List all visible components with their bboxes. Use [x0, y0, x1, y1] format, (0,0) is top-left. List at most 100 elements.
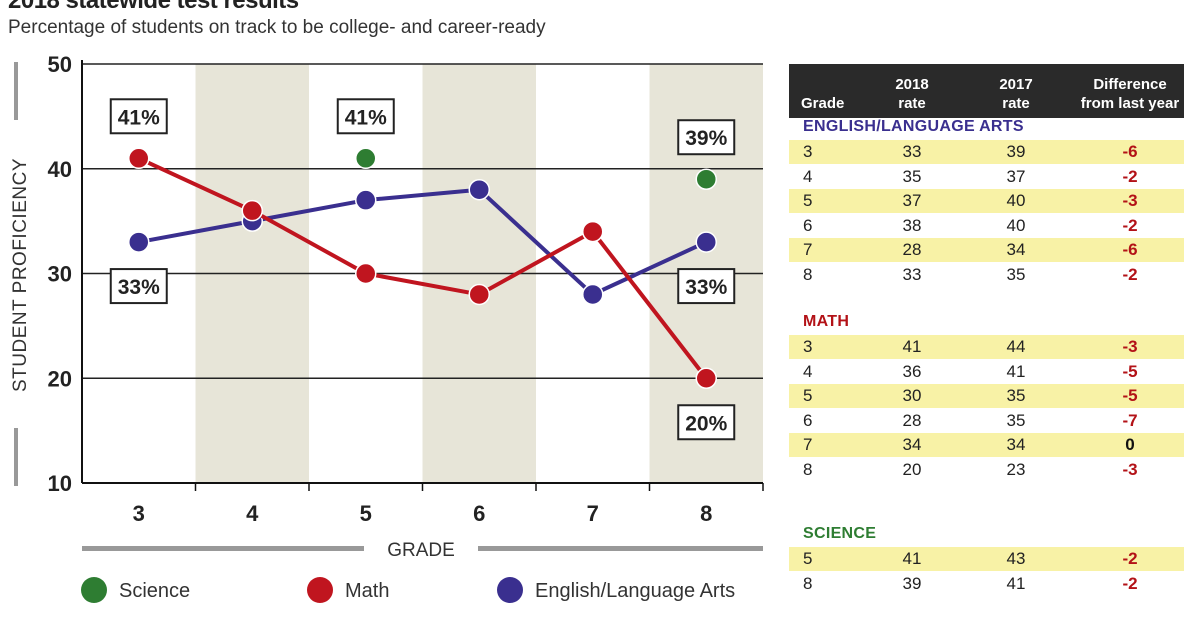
annotation-box: [336, 98, 395, 135]
y-label-bar-bottom: [14, 428, 18, 486]
cell-2018-rate: 33: [902, 264, 922, 284]
annotation-label: 20%: [685, 412, 727, 435]
cell-2017-rate: 40: [1006, 191, 1026, 210]
cell-grade: 5: [803, 549, 813, 568]
table-row: 3 41 44 -3: [789, 335, 1184, 359]
cell-2017-rate: 39: [1006, 142, 1026, 161]
annotation-5-2: 41%: [336, 98, 395, 135]
cell-2017-rate: 35: [1006, 264, 1026, 284]
annotation-label: 39%: [685, 127, 727, 150]
table-row: 5 41 43 -2: [789, 547, 1184, 571]
cell-grade: 3: [803, 337, 813, 356]
section-heading: ENGLISH/LANGUAGE ARTS: [803, 118, 1024, 135]
cell-grade: 8: [803, 264, 813, 284]
y-axis-label: STUDENT PROFICIENCY: [10, 158, 31, 392]
y-tick-label-10: 10: [48, 471, 72, 496]
annotation-box: [677, 404, 736, 441]
annotation-box: [677, 119, 736, 156]
x-tick-label-4: 4: [246, 501, 259, 526]
x-tick-label-7: 7: [587, 501, 599, 526]
cell-2018-rate: 28: [902, 240, 922, 259]
cell-difference: -6: [1122, 142, 1138, 161]
y-label-bar-top: [14, 62, 18, 120]
cell-difference: -2: [1122, 166, 1138, 186]
table-row: 7 34 34 0: [789, 433, 1184, 457]
legend-item-ela: English/Language Arts: [497, 577, 735, 603]
cell-difference: -2: [1122, 549, 1138, 568]
data-point-math-grade-3: [128, 147, 150, 170]
header-2018-rate: 2018 rate: [895, 76, 929, 112]
cell-grade: 8: [803, 459, 813, 479]
legend-item-math: Math: [307, 577, 389, 603]
section-heading: SCIENCE: [803, 525, 877, 542]
cell-grade: 3: [803, 142, 813, 161]
legend-marker-ela: [497, 577, 523, 603]
data-point-ela-grade-8: [695, 231, 717, 253]
cell-grade: 6: [803, 410, 813, 430]
section-heading: MATH: [803, 313, 850, 330]
data-point-ela-grade-6: [468, 178, 490, 201]
table-row: 7 28 34 -6: [789, 238, 1184, 262]
data-point-math-grade-8: [695, 367, 717, 389]
legend-label-science: Science: [119, 580, 190, 602]
table-row: 5 30 35 -5: [789, 384, 1184, 408]
x-tick-label-3: 3: [133, 501, 145, 526]
header-difference: Difference from last year: [1080, 76, 1180, 112]
annotation-3-1: 33%: [109, 268, 168, 305]
table-row: 3 33 39 -6: [789, 140, 1184, 164]
cell-2018-rate: 30: [902, 386, 922, 405]
cell-2018-rate: 37: [902, 191, 922, 210]
annotation-box: [677, 268, 736, 305]
cell-difference: -2: [1122, 264, 1138, 284]
cell-difference: -5: [1122, 386, 1138, 405]
cell-2017-rate: 35: [1006, 410, 1026, 430]
cell-2018-rate: 34: [902, 435, 922, 454]
cell-grade: 4: [803, 166, 813, 186]
header-grade: Grade: [801, 95, 845, 112]
annotation-box: [109, 268, 168, 305]
data-point-math-grade-5: [355, 262, 377, 285]
data-point-math-grade-4: [241, 199, 263, 222]
x-tick-label-6: 6: [473, 501, 485, 526]
cell-2018-rate: 35: [902, 166, 922, 186]
cell-2018-rate: 33: [902, 142, 922, 161]
cell-2017-rate: 34: [1006, 240, 1026, 259]
table-row: 8 39 41 -2: [789, 572, 1184, 596]
x-tick-label-5: 5: [360, 501, 372, 526]
table-row: 6 28 35 -7: [789, 409, 1184, 433]
header-2017-rate: 2017 rate: [999, 76, 1033, 112]
legend-item-science: Science: [81, 577, 190, 603]
table-row: 8 20 23 -3: [789, 458, 1184, 482]
cell-grade: 6: [803, 215, 813, 235]
y-tick-label-30: 30: [48, 262, 72, 287]
cell-grade: 5: [803, 386, 813, 405]
data-point-science-grade-5: [355, 147, 377, 170]
table-row: 4 35 37 -2: [789, 165, 1184, 189]
data-point-math-grade-6: [468, 283, 490, 306]
annotation-8-3: 39%: [677, 119, 736, 156]
cell-difference: -6: [1122, 240, 1138, 259]
cell-2017-rate: 37: [1006, 166, 1026, 186]
table-header: Grade 2018 rate 2017 rate Difference from l…: [789, 64, 1184, 118]
cell-2018-rate: 38: [902, 215, 922, 235]
cell-2017-rate: 43: [1006, 549, 1026, 568]
table-row: 5 37 40 -3: [789, 189, 1184, 213]
data-point-science-grade-8: [695, 168, 717, 190]
legend-label-math: Math: [345, 580, 389, 602]
cell-grade: 4: [803, 361, 813, 381]
y-tick-label-20: 20: [48, 366, 72, 391]
data-point-ela-grade-3: [128, 231, 150, 253]
table-row: 6 38 40 -2: [789, 214, 1184, 238]
annotation-label: 33%: [685, 276, 727, 299]
cell-difference: -2: [1122, 215, 1138, 235]
cell-2017-rate: 35: [1006, 386, 1026, 405]
data-point-ela-grade-7: [582, 283, 604, 306]
cell-grade: 5: [803, 191, 813, 210]
annotation-8-4: 33%: [677, 268, 736, 305]
cell-grade: 7: [803, 240, 813, 259]
annotation-label: 41%: [345, 106, 387, 129]
table-row: 4 36 41 -5: [789, 360, 1184, 384]
cell-difference: -5: [1122, 361, 1138, 381]
data-point-ela-grade-5: [355, 189, 377, 211]
cell-2018-rate: 39: [902, 573, 922, 593]
